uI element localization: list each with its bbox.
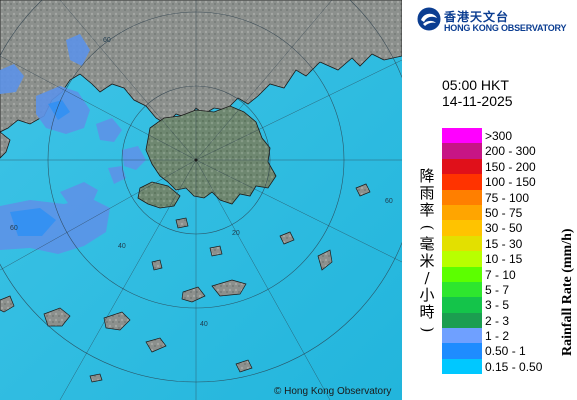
legend-swatch [442,266,482,282]
legend-item: 0.50 - 1 [442,343,572,359]
rain-echoes-light [10,100,70,236]
legend-label: 0.50 - 1 [485,344,526,359]
ring-label: 60 [103,37,111,44]
legend-item: 1 - 2 [442,328,572,344]
legend-swatch [442,297,482,313]
legend-swatch [442,220,482,236]
copyright-notice: © Hong Kong Observatory [274,386,392,397]
legend-item: 75 - 100 [442,189,572,205]
land-west-shore [0,131,11,159]
legend-label: 0.15 - 0.50 [485,359,543,374]
radar-map: 60 60 60 40 20 40 [0,0,402,400]
legend-label: 1 - 2 [485,329,510,344]
legend-label: 30 - 50 [485,221,523,236]
legend-label: 5 - 7 [485,282,510,297]
legend-title-zh: 降雨率(毫米 / 小時) [418,167,437,333]
ring-label: 40 [200,321,208,328]
rainfall-legend: >300 200 - 300 150 - 200 100 - 150 75 - 100 5… [442,128,572,375]
legend-label: 100 - 150 [485,175,536,190]
legend-label: 15 - 30 [485,236,523,251]
legend-item: 2 - 3 [442,312,572,329]
legend-label: 75 - 100 [485,190,530,205]
legend-item: >300 [442,128,572,144]
legend-item: 5 - 7 [442,281,572,298]
legend-item: 15 - 30 [442,235,572,252]
legend-swatch [442,312,482,329]
hko-logo: 香港天文台 HONG KONG OBSERVATORY [416,6,574,36]
org-name-zh: 香港天文台 [444,10,510,24]
land-lantau [137,181,181,209]
legend-title-en-wrap: Rainfall Rate (mm/h) [542,181,575,381]
legend-item: 100 - 150 [442,174,572,190]
legend-swatch [442,235,482,252]
legend-swatch [442,358,482,375]
ring-label: 60 [10,225,18,232]
legend-item: 30 - 50 [442,220,572,236]
legend-item: 3 - 5 [442,297,572,313]
legend-swatch [442,281,482,298]
legend-label: 3 - 5 [485,298,510,313]
legend-swatch [442,128,482,144]
legend-label: >300 [485,129,513,143]
legend-label: 200 - 300 [485,144,536,159]
legend-label: 10 - 15 [485,252,523,267]
legend-swatch [442,158,482,175]
legend-swatch [442,204,482,221]
ring-label: 60 [385,198,393,205]
ring-label: 40 [118,243,126,250]
legend-label: 2 - 3 [485,313,510,328]
legend-label: 150 - 200 [485,159,536,174]
ring-label: 20 [232,230,240,237]
legend-swatch [442,189,482,205]
legend-label: 7 - 10 [485,267,516,282]
range-spokes [0,0,402,400]
legend-swatch [442,143,482,159]
legend-title-en: Rainfall Rate (mm/h) [560,228,575,356]
legend-swatch [442,174,482,190]
legend-swatch [442,251,482,267]
legend-item: 150 - 200 [442,158,572,175]
legend-swatch [442,328,482,344]
legend-item: 7 - 10 [442,266,572,282]
info-panel: 香港天文台 HONG KONG OBSERVATORY 05:00 HKT 14… [402,0,577,400]
legend-item: 50 - 75 [442,204,572,221]
radar-center-marker [194,158,198,162]
hko-emblem-icon [416,6,442,32]
legend-item: 200 - 300 [442,143,572,159]
legend-item: 10 - 15 [442,251,572,267]
observation-time: 05:00 HKT [442,77,509,93]
outlying-islands [0,183,371,383]
org-name-en: HONG KONG OBSERVATORY [444,23,567,33]
legend-swatch [442,343,482,359]
legend-label: 50 - 75 [485,205,523,220]
observation-date: 14-11-2025 [442,93,513,109]
legend-item: 0.15 - 0.50 [442,358,572,375]
land-hong-kong [145,105,277,205]
